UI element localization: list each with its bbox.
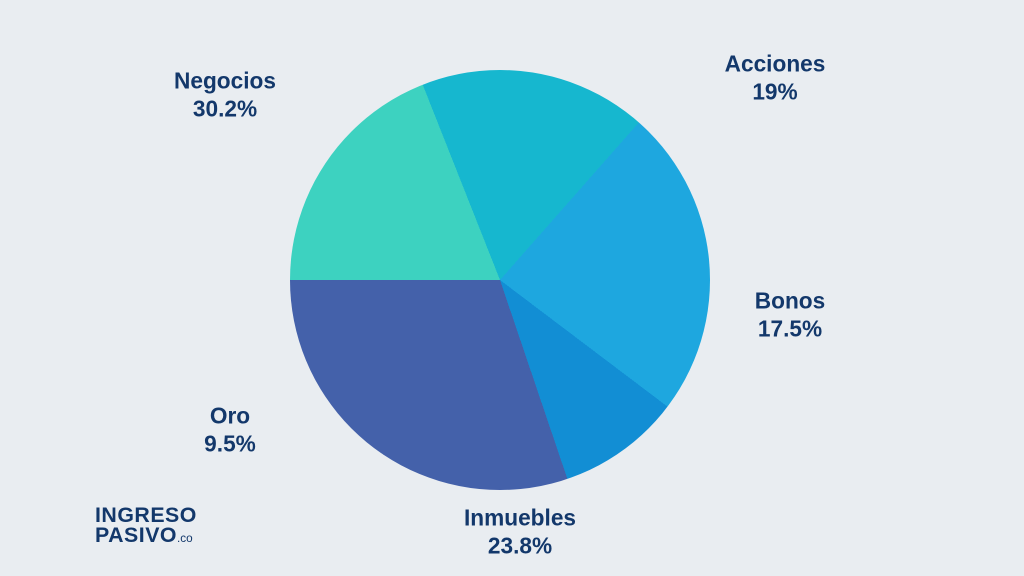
slice-name: Inmuebles [464,504,576,532]
slice-label: Acciones19% [725,50,826,107]
slice-label: Bonos17.5% [755,287,825,344]
slice-name: Negocios [174,67,276,95]
slice-percent: 9.5% [204,430,256,458]
slice-percent: 23.8% [464,532,576,560]
slice-label: Oro9.5% [204,402,256,459]
slice-name: Acciones [725,50,826,78]
slice-name: Bonos [755,287,825,315]
brand-logo: INGRESO PASIVO.co [95,505,197,546]
slice-percent: 19% [725,78,826,106]
pie-disc [290,70,710,490]
logo-suffix: .co [177,532,193,545]
slice-percent: 17.5% [755,315,825,343]
chart-canvas: INGRESO PASIVO.co Acciones19% Bonos17.5% I… [0,0,1024,576]
logo-line-2: PASIVO.co [95,525,197,545]
slice-name: Oro [204,402,256,430]
slice-percent: 30.2% [174,95,276,123]
slice-label: Negocios30.2% [174,67,276,124]
pie-chart [290,70,710,490]
logo-line-1: INGRESO [95,505,197,525]
slice-label: Inmuebles23.8% [464,504,576,561]
logo-line-2-text: PASIVO [95,523,177,547]
